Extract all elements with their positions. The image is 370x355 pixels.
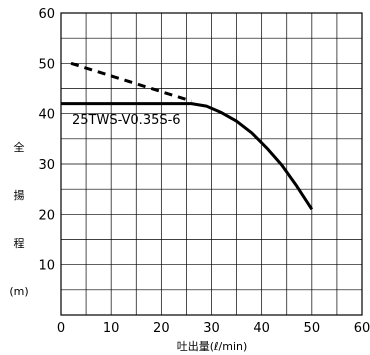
y-axis-label: 全 揚 程 (m)	[8, 112, 30, 328]
x-tick-label: 60	[354, 321, 370, 336]
x-axis-label: 吐出量(ℓ/min)	[177, 339, 248, 353]
x-tick-label: 0	[57, 321, 65, 336]
y-axis-label-char-2: 揚	[13, 189, 25, 202]
y-tick-label: 40	[38, 108, 55, 123]
y-axis-label-char-3: 程	[13, 237, 25, 250]
model-annotation: 25TWS-V0.35S-6	[72, 113, 181, 128]
x-tick-label: 50	[304, 321, 321, 336]
x-tick-label: 30	[203, 321, 220, 336]
x-tick-label: 20	[153, 321, 170, 336]
y-tick-label: 30	[38, 158, 55, 173]
y-tick-label: 60	[38, 7, 55, 22]
chart-tick-labels: 0 10 20 30 40 50 60 10 20 30 40 50 60	[38, 7, 370, 336]
y-tick-label: 50	[38, 57, 55, 72]
plot-frame	[60, 12, 363, 316]
series-line-dashed	[70, 61, 192, 103]
x-tick-label: 40	[253, 321, 270, 336]
x-tick-label: 10	[103, 321, 120, 336]
chart-series	[61, 61, 314, 211]
chart-grid	[60, 12, 363, 316]
y-tick-label: 10	[38, 259, 55, 274]
y-tick-label: 20	[38, 208, 55, 223]
y-axis-label-unit: (m)	[9, 285, 29, 298]
y-axis-label-char-1: 全	[13, 141, 25, 154]
series-line-solid	[61, 102, 314, 211]
